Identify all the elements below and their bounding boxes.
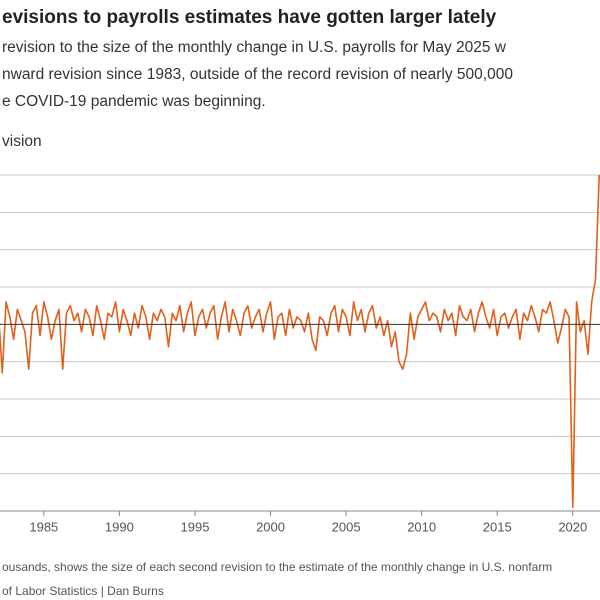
x-tick-label: 1985 [29, 519, 58, 534]
x-tick-label: 2010 [407, 519, 436, 534]
x-tick-label: 2000 [256, 519, 285, 534]
subtitle: revision to the size of the monthly chan… [2, 39, 507, 56]
x-tick-label: 2015 [483, 519, 512, 534]
x-tick-label: 1995 [181, 519, 210, 534]
footnote: of Labor Statistics | Dan Burns [2, 584, 164, 598]
footnote: ousands, shows the size of each second r… [2, 560, 552, 574]
subtitle: e COVID-19 pandemic was beginning. [2, 93, 266, 110]
line-series [0, 174, 600, 509]
chart-title: evisions to payrolls estimates have gott… [2, 7, 497, 28]
y-axis-label: vision [2, 133, 42, 150]
x-tick-label: 2005 [332, 519, 361, 534]
x-tick-label: 2020 [558, 519, 587, 534]
subtitle: nward revision since 1983, outside of th… [2, 66, 513, 83]
x-tick-label: 1990 [105, 519, 134, 534]
